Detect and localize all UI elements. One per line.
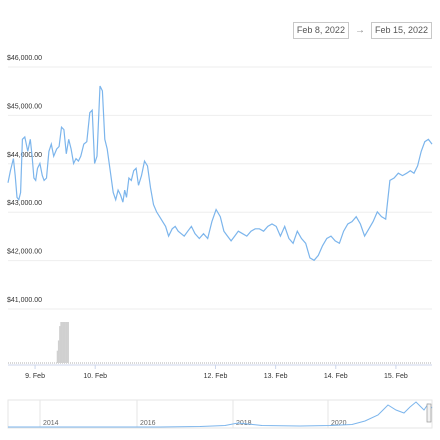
volume-bars <box>8 322 432 364</box>
volume-bar <box>65 322 67 363</box>
y-tick-label: $41,000.00 <box>7 297 42 304</box>
y-tick-label: $44,000.00 <box>7 152 42 159</box>
x-tick-label: 9. Feb <box>25 373 45 380</box>
x-tick-label: 13. Feb <box>264 373 288 380</box>
date-range-selector: Feb 8, 2022 → Feb 15, 2022 <box>292 22 432 39</box>
y-tick-label: $42,000.00 <box>7 249 42 256</box>
grid-lines <box>8 66 432 310</box>
y-tick-label: $45,000.00 <box>7 103 42 110</box>
volume-bar <box>66 322 68 363</box>
price-series-line <box>7 85 433 262</box>
range-to-input[interactable]: Feb 15, 2022 <box>370 22 432 39</box>
volume-bar <box>61 322 63 363</box>
navigator[interactable]: 2014 2016 2018 2020 <box>7 399 433 429</box>
volume-bar <box>56 350 59 363</box>
navigator-year-label: 2020 <box>331 420 347 427</box>
volume-bar <box>59 326 61 363</box>
x-axis: 9. Feb 10. Feb 12. Feb 13. Feb 14. Feb 15. Fe… <box>8 364 432 380</box>
range-arrow-icon: → <box>354 25 365 36</box>
navigator-series-line <box>8 401 433 428</box>
navigator-handle[interactable] <box>426 403 432 423</box>
x-tick-label: 15. Feb <box>384 373 408 380</box>
x-tick-label: 14. Feb <box>324 373 348 380</box>
y-tick-label: $43,000.00 <box>7 200 42 207</box>
y-axis-labels: $46,000.00 $45,000.00 $44,000.00 $43,000.00… <box>7 55 42 304</box>
navigator-year-label: 2016 <box>140 420 156 427</box>
range-from-input[interactable]: Feb 8, 2022 <box>292 22 349 39</box>
volume-bar <box>62 322 65 363</box>
volume-bar <box>63 322 66 363</box>
navigator-year-label: 2014 <box>43 420 59 427</box>
navigator-frame <box>7 399 433 429</box>
volume-bar <box>60 322 62 363</box>
volume-bar <box>67 322 69 363</box>
volume-bar <box>57 340 60 363</box>
y-tick-label: $46,000.00 <box>7 55 42 62</box>
x-tick-label: 10. Feb <box>83 373 107 380</box>
x-tick-label: 12. Feb <box>204 373 228 380</box>
